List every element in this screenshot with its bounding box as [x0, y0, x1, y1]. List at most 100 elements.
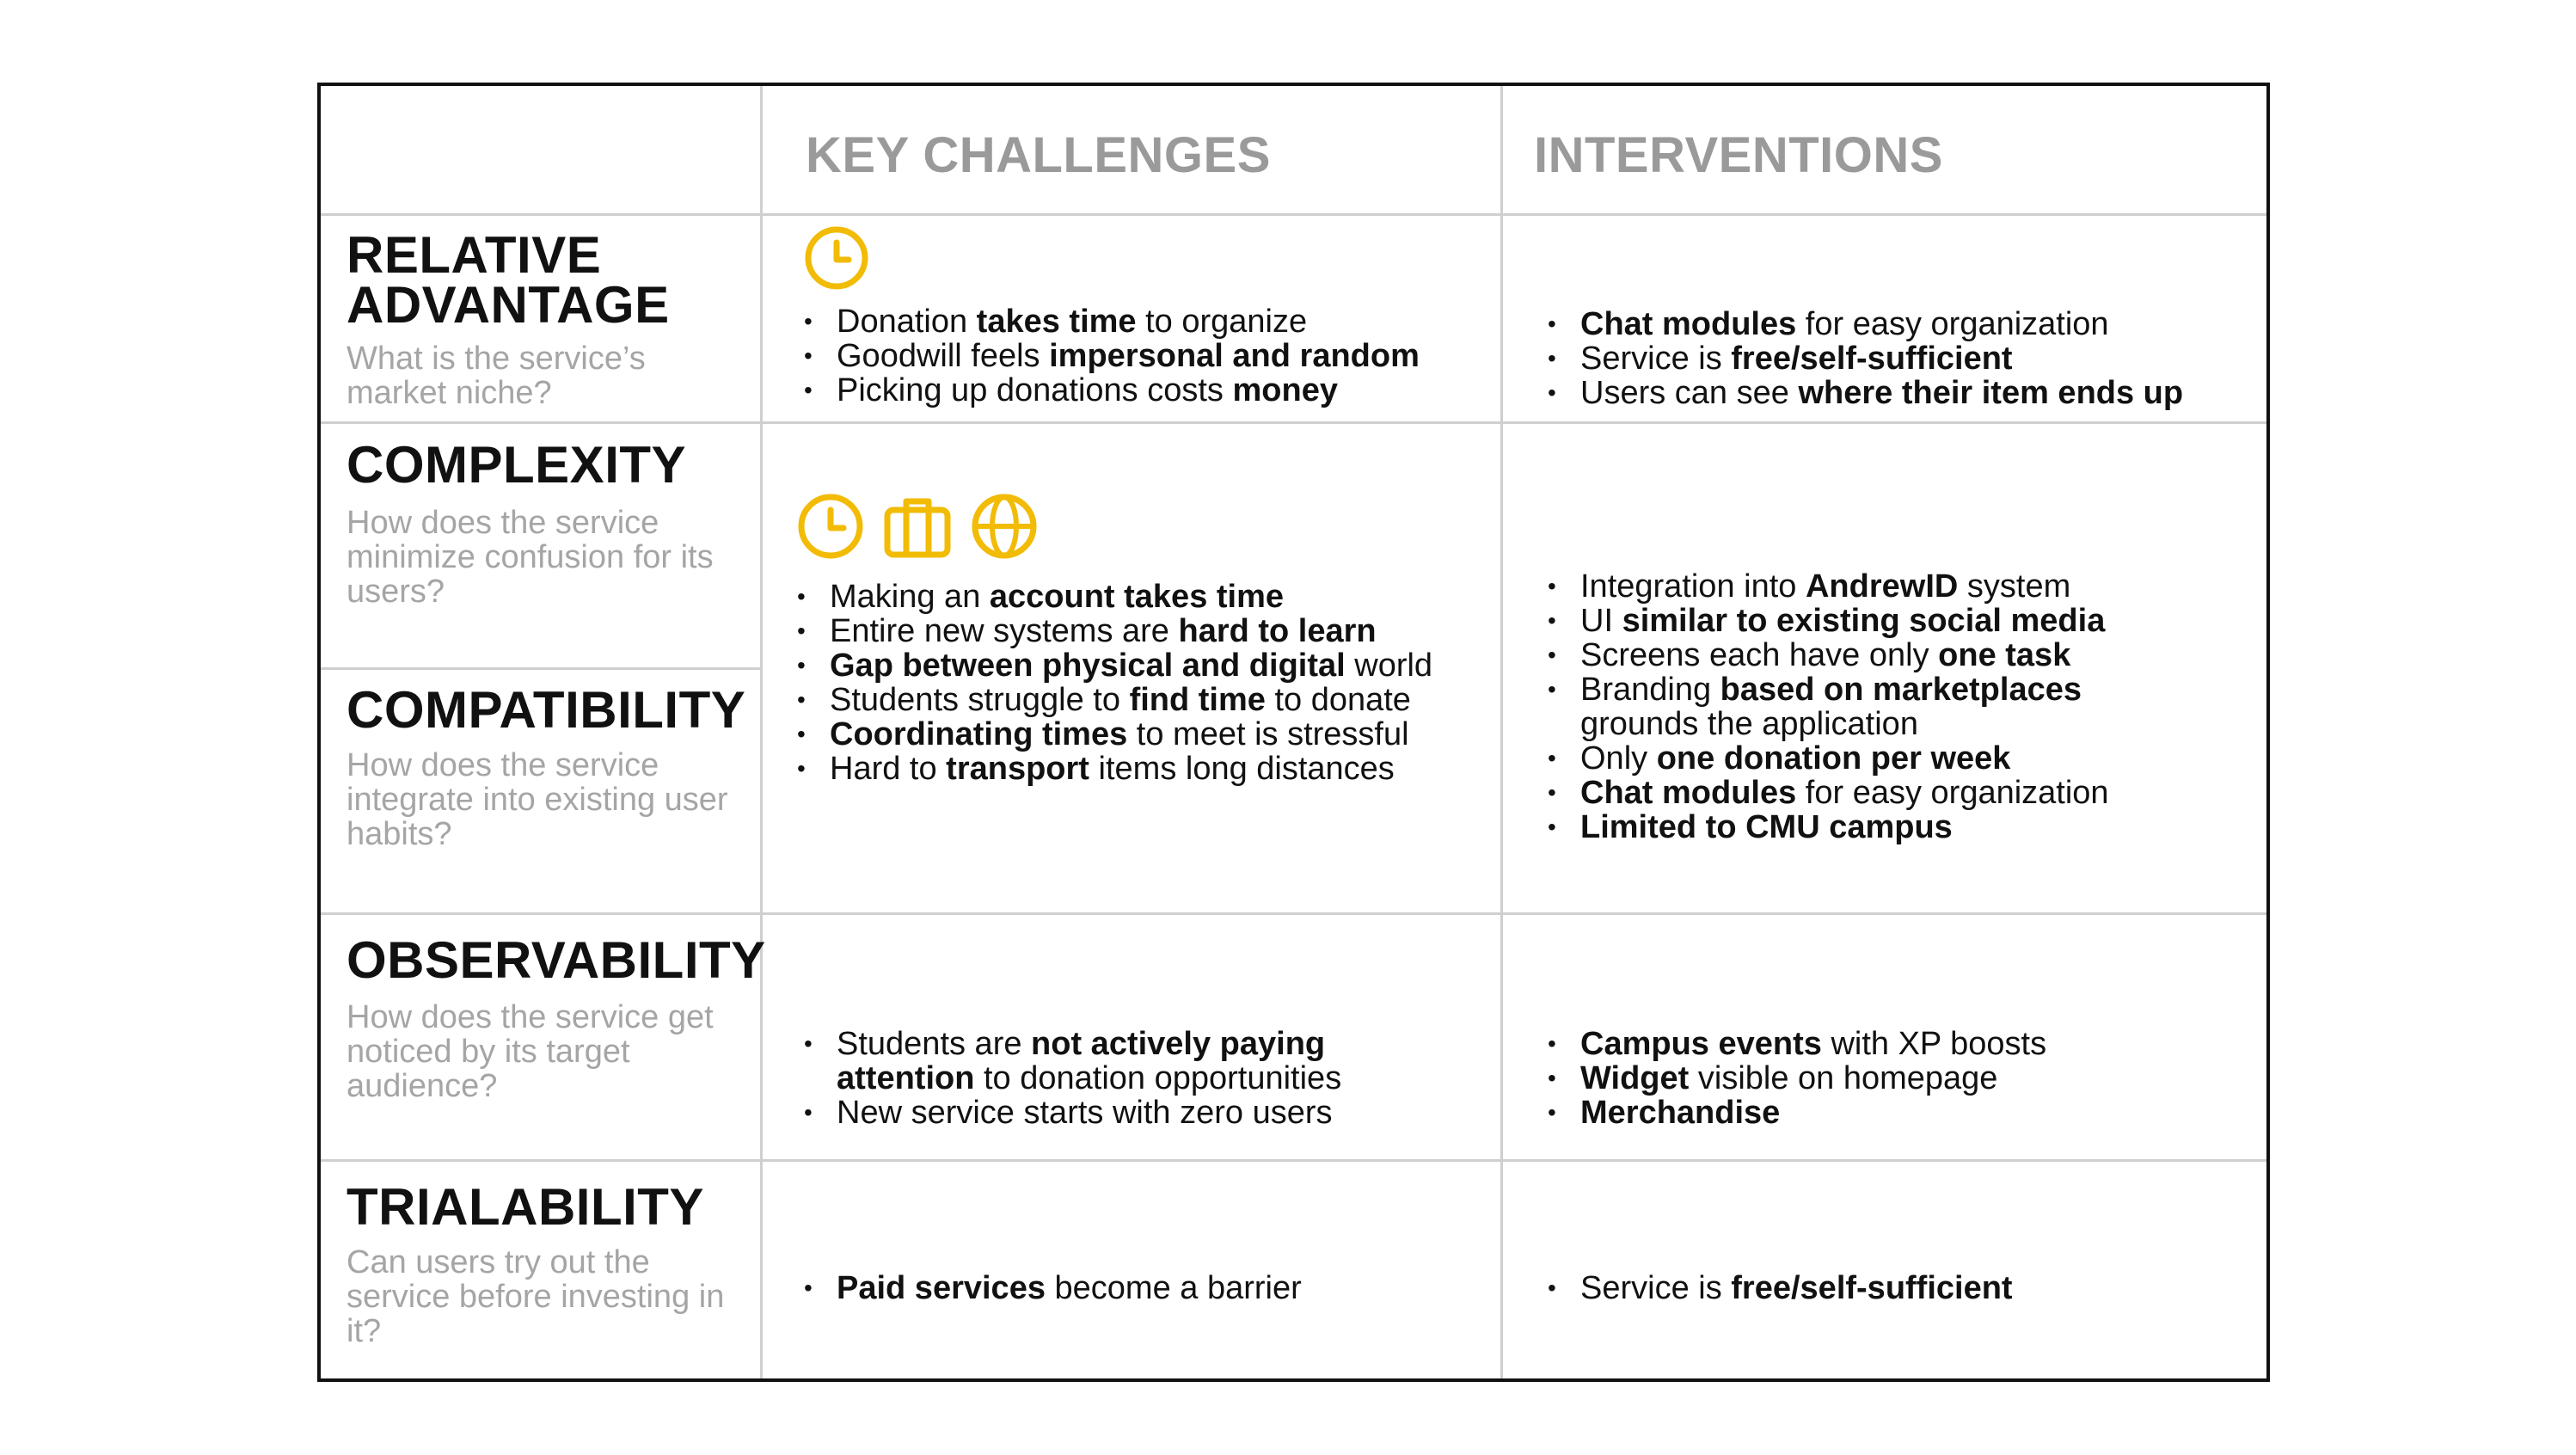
list-text: Hard to: [830, 751, 947, 787]
list-item: Integration into AndrewID system: [1548, 569, 2109, 604]
list-item: Widget visible on homepage: [1548, 1061, 2046, 1096]
row-divider-4: [321, 1159, 2266, 1162]
row-question-trialability: Can users try out the service before inv…: [347, 1244, 725, 1349]
interventions-list-trialability: Service is free/self-sufficient: [1548, 1271, 2013, 1305]
emphasis-text: AndrewID: [1805, 568, 1959, 605]
list-item: Chat modules for easy organization: [1548, 307, 2183, 341]
row-question-observability: How does the service get noticed by its …: [347, 999, 714, 1104]
list-text: to donation opportunities: [974, 1060, 1342, 1096]
list-text: become a barrier: [1045, 1270, 1302, 1306]
list-item: Students are not actively paying: [804, 1027, 1341, 1061]
list-item: New service starts with zero users: [804, 1096, 1341, 1130]
list-text: Screens each have only: [1580, 637, 1939, 673]
list-text: Service is: [1580, 1270, 1732, 1306]
list-text: Entire new systems are: [830, 613, 1179, 649]
emphasis-text: one task: [1938, 637, 2071, 673]
row-divider-header: [321, 213, 2266, 216]
emphasis-text: one donation per week: [1656, 740, 2011, 777]
list-item: Picking up donations costs money: [804, 373, 1420, 408]
list-item: Donation takes time to organize: [804, 304, 1420, 339]
emphasis-text: takes time: [976, 304, 1137, 340]
emphasis-text: Merchandise: [1580, 1095, 1781, 1131]
emphasis-text: Campus events: [1580, 1026, 1822, 1062]
list-text: Only: [1580, 740, 1657, 777]
list-text: world: [1345, 648, 1433, 684]
row-label-complexity: COMPLEXITY: [347, 436, 687, 494]
list-item-continuation: attention to donation opportunities: [804, 1061, 1341, 1096]
challenges-list-observability: Students are not actively payingattentio…: [804, 1027, 1341, 1130]
emphasis-text: Coordinating times: [830, 716, 1128, 752]
list-text: Picking up donations costs: [837, 372, 1233, 408]
header-key-challenges: KEY CHALLENGES: [806, 127, 1271, 183]
row-question-compatibility: How does the service integrate into exis…: [347, 747, 728, 852]
emphasis-text: Paid services: [837, 1270, 1046, 1306]
globe-icon: [971, 493, 1038, 560]
list-item: Service is free/self-sufficient: [1548, 1271, 2013, 1305]
list-text: Donation: [837, 304, 977, 340]
row-label-observability: OBSERVABILITY: [347, 931, 766, 989]
column-divider-2: [1500, 86, 1503, 1378]
row-label-trialability: TRIALABILITY: [347, 1178, 704, 1236]
row-divider-1: [321, 421, 2266, 424]
row-divider-3: [321, 912, 2266, 915]
list-text: Making an: [830, 579, 990, 615]
list-item: UI similar to existing social media: [1548, 604, 2109, 638]
list-text: New service starts with zero users: [837, 1095, 1333, 1131]
interventions-list-complexity-compatibility: Integration into AndrewID systemUI simil…: [1548, 569, 2109, 844]
list-item: Goodwill feels impersonal and random: [804, 339, 1420, 373]
emphasis-text: money: [1232, 372, 1338, 408]
list-item: Screens each have only one task: [1548, 638, 2109, 672]
list-item: Hard to transport items long distances: [797, 752, 1432, 786]
list-text: to organize: [1136, 304, 1308, 340]
list-item: Gap between physical and digital world: [797, 648, 1432, 683]
list-text: Goodwill feels: [837, 338, 1050, 374]
list-text: visible on homepage: [1689, 1060, 1998, 1096]
emphasis-text: where their item ends up: [1798, 375, 2184, 411]
row-question-complexity: How does the service minimize confusion …: [347, 505, 714, 610]
emphasis-text: find time: [1129, 682, 1266, 718]
row-label-relative-advantage: RELATIVE ADVANTAGE: [347, 226, 670, 334]
emphasis-text: not actively paying: [1031, 1026, 1326, 1062]
interventions-list-observability: Campus events with XP boostsWidget visib…: [1548, 1027, 2046, 1130]
emphasis-text: transport: [946, 751, 1089, 787]
icons-relative-advantage: [804, 225, 869, 291]
emphasis-text: impersonal and random: [1049, 338, 1420, 374]
list-item: Paid services become a barrier: [804, 1271, 1302, 1305]
challenges-list-trialability: Paid services become a barrier: [804, 1271, 1302, 1305]
emphasis-text: free/self-sufficient: [1731, 341, 2013, 377]
challenges-list-complexity-compatibility: Making an account takes timeEntire new s…: [797, 580, 1432, 786]
list-text: UI: [1580, 603, 1622, 639]
list-text: system: [1958, 568, 2071, 605]
icons-complexity-compatibility: [797, 493, 1038, 560]
row-divider-label-only: [321, 667, 760, 670]
interventions-list-relative-advantage: Chat modules for easy organizationServic…: [1548, 307, 2183, 410]
list-item: Limited to CMU campus: [1548, 810, 2109, 844]
list-text: Users can see: [1580, 375, 1799, 411]
list-item-continuation: grounds the application: [1548, 707, 2109, 741]
emphasis-text: free/self-sufficient: [1731, 1270, 2013, 1306]
list-item: Service is free/self-sufficient: [1548, 341, 2183, 376]
emphasis-text: Chat modules: [1580, 775, 1797, 811]
list-text: Service is: [1580, 341, 1732, 377]
list-item: Only one donation per week: [1548, 741, 2109, 776]
list-text: for easy organization: [1796, 775, 2109, 811]
list-text: Integration into: [1580, 568, 1806, 605]
row-label-line: ADVANTAGE: [347, 276, 670, 334]
emphasis-text: account takes time: [989, 579, 1285, 615]
list-text: grounds the application: [1580, 706, 1918, 742]
emphasis-text: similar to existing social media: [1622, 603, 2106, 639]
clock-icon: [797, 493, 864, 560]
challenges-list-relative-advantage: Donation takes time to organizeGoodwill …: [804, 304, 1420, 408]
emphasis-text: Gap between physical and digital: [830, 648, 1346, 684]
list-item: Chat modules for easy organization: [1548, 776, 2109, 810]
list-item: Users can see where their item ends up: [1548, 376, 2183, 410]
emphasis-text: hard to learn: [1178, 613, 1377, 649]
row-question-relative-advantage: What is the service’s market niche?: [347, 341, 646, 411]
list-text: Students struggle to: [830, 682, 1130, 718]
emphasis-text: based on marketplaces: [1720, 672, 2082, 708]
emphasis-text: Chat modules: [1580, 306, 1797, 342]
clock-icon: [804, 225, 869, 291]
emphasis-text: attention: [837, 1060, 975, 1096]
row-label-line: RELATIVE: [347, 226, 602, 284]
list-text: items long distances: [1089, 751, 1395, 787]
